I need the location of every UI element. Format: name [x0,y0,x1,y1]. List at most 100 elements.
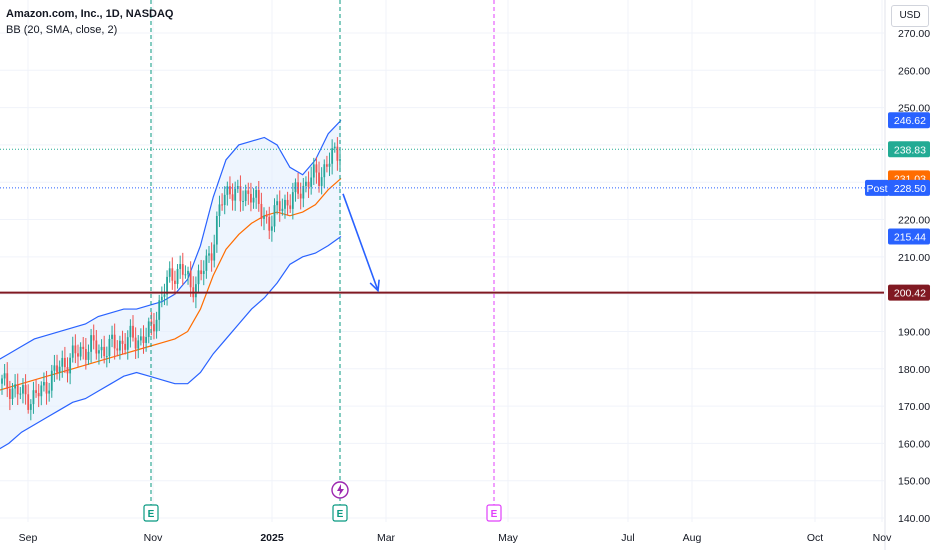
x-tick-label: Aug [683,532,702,544]
y-tick-label: 180.00 [898,364,930,376]
candle-body [40,385,43,397]
candle-body [297,182,299,194]
candle-body [74,345,77,354]
candle-body [155,319,158,332]
candle-body [278,201,281,212]
candle-body [244,190,247,201]
candle-body [291,192,294,209]
candle-body [48,390,51,394]
candle-body [289,205,292,209]
candle-body [69,357,72,374]
y-tick-label: 190.00 [898,326,930,338]
price-label-badge [888,284,930,301]
candle-body [92,335,95,341]
y-tick-label: 140.00 [898,513,930,525]
candle-body [71,345,74,358]
candle-body [98,350,100,354]
y-tick-label: 210.00 [898,252,930,264]
earnings-badge[interactable] [143,504,159,522]
earnings-badge[interactable] [486,504,502,522]
candle-body [215,216,218,245]
bollinger-bands [0,119,342,450]
candle-body [284,199,286,209]
candle-body [302,185,305,199]
candle-body [56,365,58,373]
y-tick-label: 260.00 [898,65,930,77]
x-tick-label: Sep [19,532,38,544]
y-tick-label: 170.00 [898,401,930,413]
candle-body [260,203,263,219]
candle-body [14,384,17,389]
candle-body [132,325,134,338]
projection-arrow-line[interactable] [342,193,379,291]
symbol-title[interactable]: Amazon.com, Inc., 1D, NASDAQ [6,8,174,20]
currency-button[interactable]: USD [891,5,929,27]
candle-body [116,348,119,351]
candle-body [50,370,53,391]
candle-body [100,346,103,351]
price-label-badge [888,112,930,129]
candle-body [229,186,231,195]
candle-body [239,186,242,202]
candle-body [257,190,260,204]
candle-body [331,148,334,164]
candle-body [103,346,106,357]
price-label-text: 238.83 [894,144,926,156]
candle-body [320,177,323,186]
bollinger-upper-line [0,119,342,360]
price-label-badge [888,141,930,158]
candle-body [142,336,145,343]
candle-body [66,367,69,374]
candle-body [197,270,200,285]
x-tick-label: 2025 [260,532,284,544]
candle-body [121,340,124,344]
candle-body [79,346,82,357]
candle-body [323,164,326,178]
price-label-badge [888,179,930,196]
price-label-text: 228.50 [894,183,926,195]
candle-body [8,388,11,399]
earnings-badge-label: E [337,509,344,520]
candle-body [63,357,66,368]
candle-body [82,346,85,350]
lightning-glyph-icon [337,484,344,496]
time-axis[interactable]: Sep Nov 2025 Mar May Jul Aug Oct Nov [19,532,892,544]
candle-body [307,181,310,187]
bollinger-fill [0,120,341,449]
candle-body [339,159,341,161]
candle-body [147,321,150,338]
candle-body [163,294,166,297]
earnings-badge-label: E [148,509,155,520]
candle-body [19,393,22,395]
x-tick-label: Jul [621,532,634,544]
post-market-tag [865,179,889,196]
candle-body [124,343,127,350]
candle-body [187,270,189,275]
candle-body [174,280,176,284]
candle-body [145,337,148,343]
candle-body [24,385,27,395]
candle-body [242,200,244,202]
candle-body [299,193,302,199]
candle-body [213,244,216,261]
candle-body [231,194,234,201]
candle-body [255,190,258,198]
candle-body [310,177,313,187]
candle-body [90,335,92,352]
price-axis[interactable]: 270.00260.00250.00240.00230.00220.00210.… [865,0,930,550]
candle-body [325,164,328,167]
candle-body [252,197,255,203]
candle-body [247,190,250,194]
candle-body [77,353,79,357]
earnings-badge[interactable] [332,504,348,522]
candle-body [29,404,32,410]
candle-body [176,268,179,284]
candle-body [234,188,237,201]
candle-body [179,264,182,269]
candle-body [336,146,339,161]
candle-body [276,201,279,206]
candle-body [95,340,98,354]
indicator-legend[interactable]: BB (20, SMA, close, 2) [6,24,118,36]
candle-body [218,204,221,217]
